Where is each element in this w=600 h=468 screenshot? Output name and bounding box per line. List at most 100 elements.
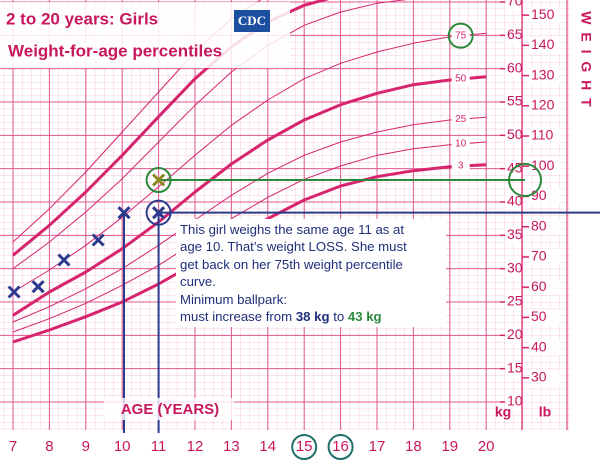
- measurement: [31, 280, 45, 294]
- tick-backdrop: [530, 67, 560, 84]
- x-tick-label: 7: [9, 438, 17, 455]
- y-unit: kg: [495, 404, 511, 420]
- annotation-line: Minimum ballpark:: [180, 291, 287, 307]
- logo: CDC: [238, 13, 266, 28]
- annotation-last-line: must increase from 38 kg to 43 kg: [180, 308, 442, 325]
- curves: [12, 0, 487, 344]
- annotation-from: 38 kg: [295, 309, 330, 325]
- minor-grid: [0, 0, 570, 430]
- marks: [7, 163, 600, 460]
- y-tick-label: 10: [507, 393, 523, 409]
- y2-tick-label: 60: [531, 278, 547, 294]
- tick-backdrop: [505, 60, 521, 77]
- tick-backdrop: [530, 339, 560, 356]
- x-tick-label: 14: [259, 438, 276, 455]
- x-tick-label: 12: [187, 438, 204, 455]
- x-tick-label: 10: [114, 438, 131, 455]
- x-tick-label: 17: [369, 438, 386, 455]
- x-tick-label: 19: [441, 438, 458, 455]
- y-tick-label: 50: [507, 126, 523, 142]
- y-tick-label: 55: [507, 93, 523, 109]
- curve-label-backdrop: [451, 113, 470, 126]
- highlight-circle: [145, 167, 172, 193]
- measurement: [91, 233, 105, 247]
- tick-backdrop: [505, 360, 521, 377]
- annotation-text: to: [333, 309, 345, 325]
- annotation-line: curve.: [180, 274, 216, 290]
- y2-unit: lb: [539, 404, 551, 420]
- y2-tick-label: 80: [531, 217, 547, 233]
- x-tick-label: 13: [223, 438, 240, 455]
- tick-backdrop: [530, 309, 560, 326]
- tick-backdrop: [530, 37, 560, 54]
- annotation: This girl weighs the same age 11 as at ag…: [176, 219, 446, 328]
- annotation-text: must increase from: [180, 309, 293, 325]
- tick-backdrop: [505, 0, 521, 10]
- x-tick-label: 9: [82, 438, 90, 455]
- measurement: [117, 206, 131, 220]
- tick-backdrop: [505, 94, 521, 110]
- tick-backdrop: [505, 127, 521, 144]
- curve-label: 25: [455, 114, 467, 125]
- y-tick-label: 70: [507, 0, 523, 9]
- tick-backdrop: [530, 218, 560, 235]
- y2-tick-label: 40: [531, 338, 547, 354]
- y2-tick-label: 140: [531, 36, 555, 52]
- curve-labels: 75 50 25 10 3: [447, 22, 474, 173]
- highlight-circle: [145, 199, 172, 226]
- y-tick-label: 30: [507, 259, 523, 275]
- tick-backdrop: [505, 394, 521, 410]
- curve-label-backdrop: [451, 73, 470, 85]
- measurement: [7, 285, 21, 299]
- curve-label: 75: [455, 30, 467, 41]
- tick-backdrop: [505, 327, 521, 344]
- texts: 2 to 20 years: Girls Weight-for-age perc…: [0, 2, 551, 420]
- measurement: [57, 253, 71, 267]
- highlight-circle: [447, 22, 474, 49]
- y-tick-label: 20: [507, 326, 523, 342]
- y2-tick-label: 90: [531, 187, 547, 203]
- y-tick-label: 40: [507, 193, 523, 209]
- y-axis-label: W E I G H T: [578, 11, 594, 108]
- annotation-to: 43 kg: [347, 309, 382, 325]
- percentile-curve: [12, 32, 487, 293]
- y2-tick-label: 150: [531, 6, 555, 22]
- y2-tick-label: 120: [531, 96, 555, 112]
- tick-backdrop: [505, 194, 521, 210]
- highlight-circle: [327, 434, 354, 460]
- tick-backdrop: [530, 128, 560, 145]
- y-tick-label: 15: [507, 359, 523, 375]
- highlight-circle: [291, 434, 318, 460]
- y2-tick-label: 50: [531, 308, 547, 324]
- y2-tick-label: 70: [531, 248, 547, 264]
- tick-backdrop: [530, 248, 560, 265]
- y2-tick-label: 30: [531, 369, 547, 385]
- axis-label-backdrop: [104, 398, 234, 420]
- chart-title: 2 to 20 years: Girls: [6, 9, 158, 28]
- curve-label: 3: [458, 161, 464, 172]
- y2-tick-label: 100: [531, 157, 555, 173]
- y-tick-label: 60: [507, 59, 523, 75]
- curve-label-backdrop: [451, 29, 470, 42]
- annotation-line: age 10. That’s weight LOSS. She must: [180, 239, 407, 255]
- y-tick-label: 35: [507, 226, 523, 242]
- annotation-line: This girl weighs the same age 11 as at: [180, 222, 405, 237]
- curve-label: 10: [455, 139, 467, 150]
- y2-tick-label: 130: [531, 66, 555, 82]
- curve-label-backdrop: [451, 160, 470, 173]
- y-tick-label: 65: [507, 26, 523, 42]
- annotation-lines: This girl weighs the same age 11 as at ag…: [180, 221, 442, 308]
- x-tick-label: 16: [332, 438, 349, 455]
- y2-tick-label: 110: [531, 127, 554, 143]
- highlight-circle: [508, 163, 542, 197]
- tick-backdrop: [505, 260, 521, 277]
- tick-backdrop: [505, 294, 521, 310]
- x-axis-label: AGE (YEARS): [121, 401, 219, 418]
- annotation-line: get back on her 75th weight percentile: [180, 256, 403, 272]
- x-tick-label: 15: [296, 438, 313, 455]
- x-tick-label: 18: [405, 438, 422, 455]
- percentile-curve: [12, 116, 487, 323]
- percentile-curve: [12, 141, 487, 333]
